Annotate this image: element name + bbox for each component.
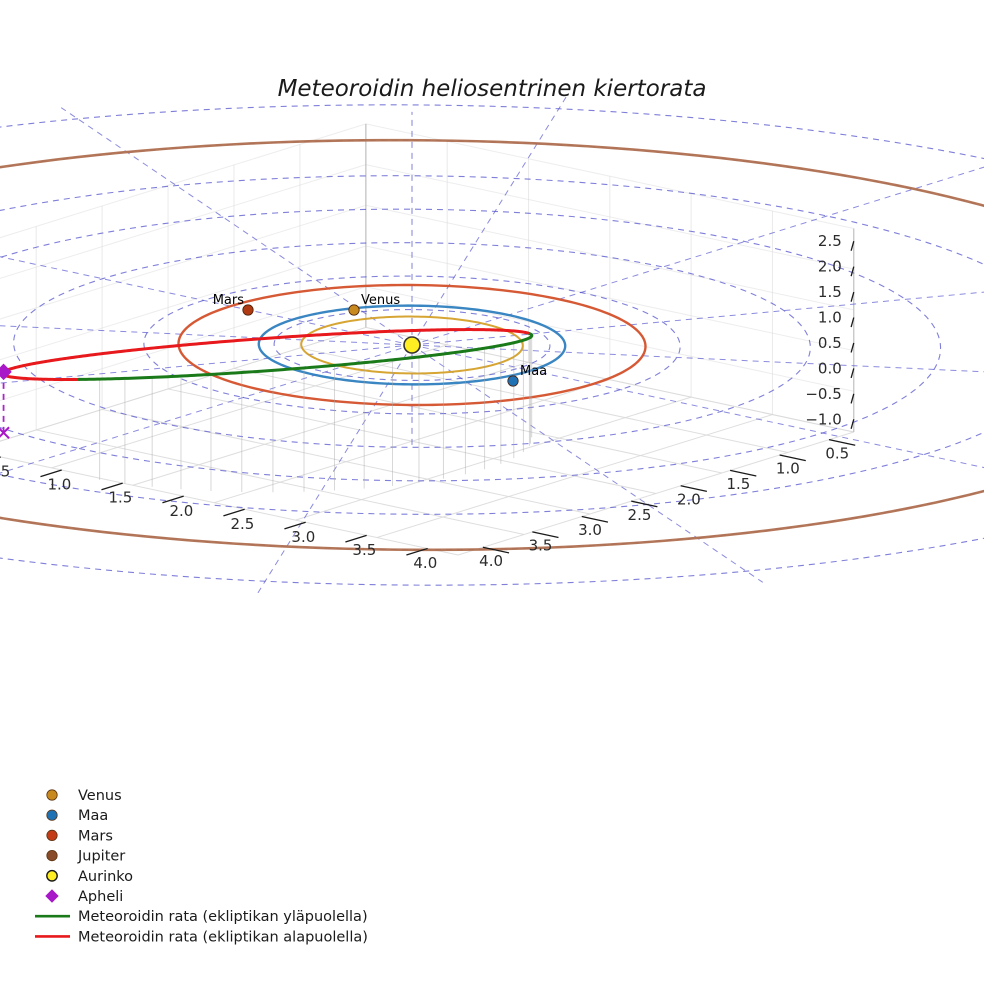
x-tick-label: 1.0 bbox=[776, 460, 800, 478]
x-tick bbox=[729, 469, 757, 477]
z-tick-label: −0.5 bbox=[805, 385, 841, 403]
legend-label: Meteoroidin rata (ekliptikan yläpuolella… bbox=[78, 909, 368, 925]
x-tick bbox=[680, 485, 707, 493]
z-tick-label: 2.0 bbox=[818, 258, 842, 276]
legend-circle-swatch bbox=[46, 869, 58, 882]
planet-marker-mars bbox=[242, 304, 254, 316]
z-tick bbox=[850, 419, 855, 430]
x-tick bbox=[482, 546, 510, 554]
z-tick bbox=[850, 342, 855, 353]
legend-circle-swatch bbox=[46, 829, 58, 842]
x-tick-label: 1.5 bbox=[726, 475, 750, 493]
z-tick-label: 0.5 bbox=[818, 334, 842, 352]
legend-circle-swatch bbox=[46, 849, 58, 862]
y-tick-label: 2.5 bbox=[230, 515, 254, 533]
y-tick bbox=[345, 534, 367, 543]
planet-label-maa: Maa bbox=[520, 364, 547, 379]
y-tick bbox=[162, 495, 184, 504]
y-tick bbox=[40, 469, 62, 478]
x-tick-label: 3.0 bbox=[578, 521, 602, 539]
z-tick-label: 1.0 bbox=[818, 309, 842, 327]
x-tick-label: 2.5 bbox=[628, 506, 652, 524]
x-tick-label: 3.5 bbox=[529, 537, 553, 555]
x-tick-label: 0.5 bbox=[825, 444, 849, 462]
aphelion-marker bbox=[0, 363, 12, 381]
y-tick bbox=[284, 521, 306, 530]
y-tick-label: 1.5 bbox=[108, 489, 132, 507]
sun-marker bbox=[403, 336, 421, 354]
legend-item: Meteoroidin rata (ekliptikan yläpuolella… bbox=[35, 909, 368, 925]
x-tick bbox=[532, 531, 559, 539]
z-tick bbox=[850, 393, 855, 404]
legend-item: Venus bbox=[46, 788, 122, 804]
planet-marker-maa bbox=[507, 375, 519, 387]
y-tick bbox=[223, 508, 245, 517]
x-tick bbox=[631, 500, 658, 508]
y-tick-label: 1.0 bbox=[47, 476, 71, 494]
legend-label: Mars bbox=[78, 828, 113, 844]
x-tick bbox=[828, 439, 856, 446]
y-tick-label: 3.0 bbox=[291, 528, 315, 546]
z-tick-label: 0.0 bbox=[818, 359, 842, 377]
y-tick bbox=[406, 547, 428, 556]
legend-item: Mars bbox=[46, 828, 113, 844]
legend-label: Aurinko bbox=[78, 869, 133, 885]
legend-item: Apheli bbox=[45, 889, 123, 905]
legend-item: Maa bbox=[46, 808, 108, 824]
x-tick bbox=[581, 515, 609, 523]
x-tick-label: 4.0 bbox=[479, 552, 503, 570]
z-tick bbox=[850, 368, 855, 379]
z-tick bbox=[850, 241, 855, 251]
y-tick-label: 4.0 bbox=[413, 554, 437, 572]
axes-panes bbox=[0, 123, 855, 556]
legend-circle-swatch bbox=[46, 789, 58, 801]
legend-label: Venus bbox=[78, 788, 122, 804]
x-tick-label: 2.0 bbox=[677, 490, 701, 508]
legend-item: Aurinko bbox=[46, 869, 133, 885]
z-tick-label: −1.0 bbox=[805, 410, 841, 428]
z-tick-label: 1.5 bbox=[818, 283, 842, 301]
y-tick-label: 2.0 bbox=[169, 502, 193, 520]
axis-ticks: 0.5 1.0 1.5 2.0 2.5 3.0 3.5 4.0 0.5 1.0 1.5 2.0 2.5 3… bbox=[0, 232, 856, 572]
z-tick bbox=[850, 317, 855, 328]
legend-label: Jupiter bbox=[77, 849, 125, 865]
legend-label: Apheli bbox=[78, 889, 123, 905]
planet-label-mars: Mars bbox=[213, 293, 245, 308]
legend: Venus Maa Mars Jupiter Aurinko Apheli Meteoroi… bbox=[35, 788, 368, 945]
y-tick-label: 3.5 bbox=[352, 541, 376, 559]
y-tick bbox=[101, 482, 123, 491]
planet-label-venus: Venus bbox=[361, 293, 400, 308]
stem-lines bbox=[99, 335, 533, 493]
body-markers: Mars Venus Maa bbox=[0, 293, 547, 439]
z-tick bbox=[850, 291, 855, 302]
planet-marker-venus bbox=[348, 304, 360, 316]
legend-circle-swatch bbox=[46, 809, 58, 821]
legend-item: Jupiter bbox=[46, 849, 125, 865]
z-tick-label: 2.5 bbox=[818, 232, 842, 250]
legend-item: Meteoroidin rata (ekliptikan alapuolella… bbox=[35, 929, 368, 945]
legend-diamond-swatch bbox=[45, 889, 59, 903]
legend-label: Maa bbox=[78, 808, 108, 824]
legend-label: Meteoroidin rata (ekliptikan alapuolella… bbox=[78, 929, 368, 945]
aphelion-projection-marker bbox=[0, 426, 10, 439]
y-tick-label: 0.5 bbox=[0, 463, 10, 481]
x-tick bbox=[779, 454, 806, 462]
z-tick bbox=[850, 266, 855, 277]
chart-title: Meteoroidin heliosentrinen kiertorata bbox=[278, 76, 707, 102]
